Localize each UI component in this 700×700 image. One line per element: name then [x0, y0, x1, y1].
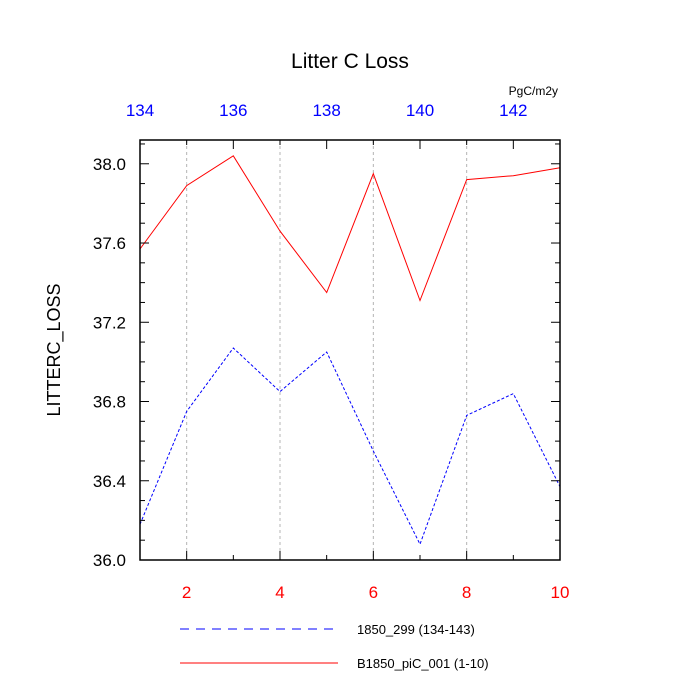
series-line-1850-299: [139, 347, 561, 546]
x-top-tick-label: 134: [126, 101, 154, 120]
x-bottom-tick-label: 2: [182, 583, 191, 602]
series-point: [466, 179, 467, 180]
plot-frame: [139, 139, 561, 561]
series-point: [279, 231, 280, 232]
x-bottom-tick-label: 6: [369, 583, 378, 602]
series-point: [373, 450, 374, 451]
x-top-tick-label: 136: [219, 101, 247, 120]
series-point: [513, 393, 514, 394]
y-tick-label: 37.6: [93, 234, 126, 253]
x-top-tick-label: 142: [499, 101, 527, 120]
tick-marks: [139, 140, 561, 561]
series-point: [279, 391, 280, 392]
series-point: [186, 411, 187, 412]
y-tick-label: 36.4: [93, 472, 126, 491]
series-point: [373, 173, 374, 174]
y-tick-label: 37.2: [93, 313, 126, 332]
y-tick-label: 36.0: [93, 551, 126, 570]
x-bottom-tick-label: 4: [275, 583, 284, 602]
legend-label-b1850-pic-001: B1850_piC_001 (1-10): [357, 656, 489, 671]
series-point: [466, 415, 467, 416]
series-point: [326, 292, 327, 293]
series-point: [186, 185, 187, 186]
legend-label-1850-299: 1850_299 (134-143): [357, 622, 475, 637]
units-label: PgC/m2y: [509, 84, 558, 98]
series-point: [233, 347, 234, 348]
grid-lines: [186, 140, 468, 560]
x-bottom-tick-label: 8: [462, 583, 471, 602]
x-bottom-tick-label: 10: [551, 583, 570, 602]
y-tick-label: 38.0: [93, 155, 126, 174]
chart-title: Litter C Loss: [291, 50, 409, 73]
legend: 1850_299 (134-143) B1850_piC_001 (1-10): [180, 622, 489, 671]
x-top-tick-label: 138: [312, 101, 340, 120]
series-group: [139, 155, 561, 546]
series-point: [513, 175, 514, 176]
series-point: [419, 300, 420, 301]
x-top-tick-label: 140: [406, 101, 434, 120]
y-tick-label: 36.8: [93, 393, 126, 412]
series-point: [233, 155, 234, 156]
series-line-b1850-pic-001: [139, 155, 561, 302]
series-point: [326, 351, 327, 352]
tick-labels: 2 4 6 8 10 134 136 138 140 142 36.0 36.4 36.8 37.2 37.…: [93, 101, 570, 602]
y-axis-label: LITTERC_LOSS: [44, 283, 65, 416]
series-point: [419, 544, 420, 545]
